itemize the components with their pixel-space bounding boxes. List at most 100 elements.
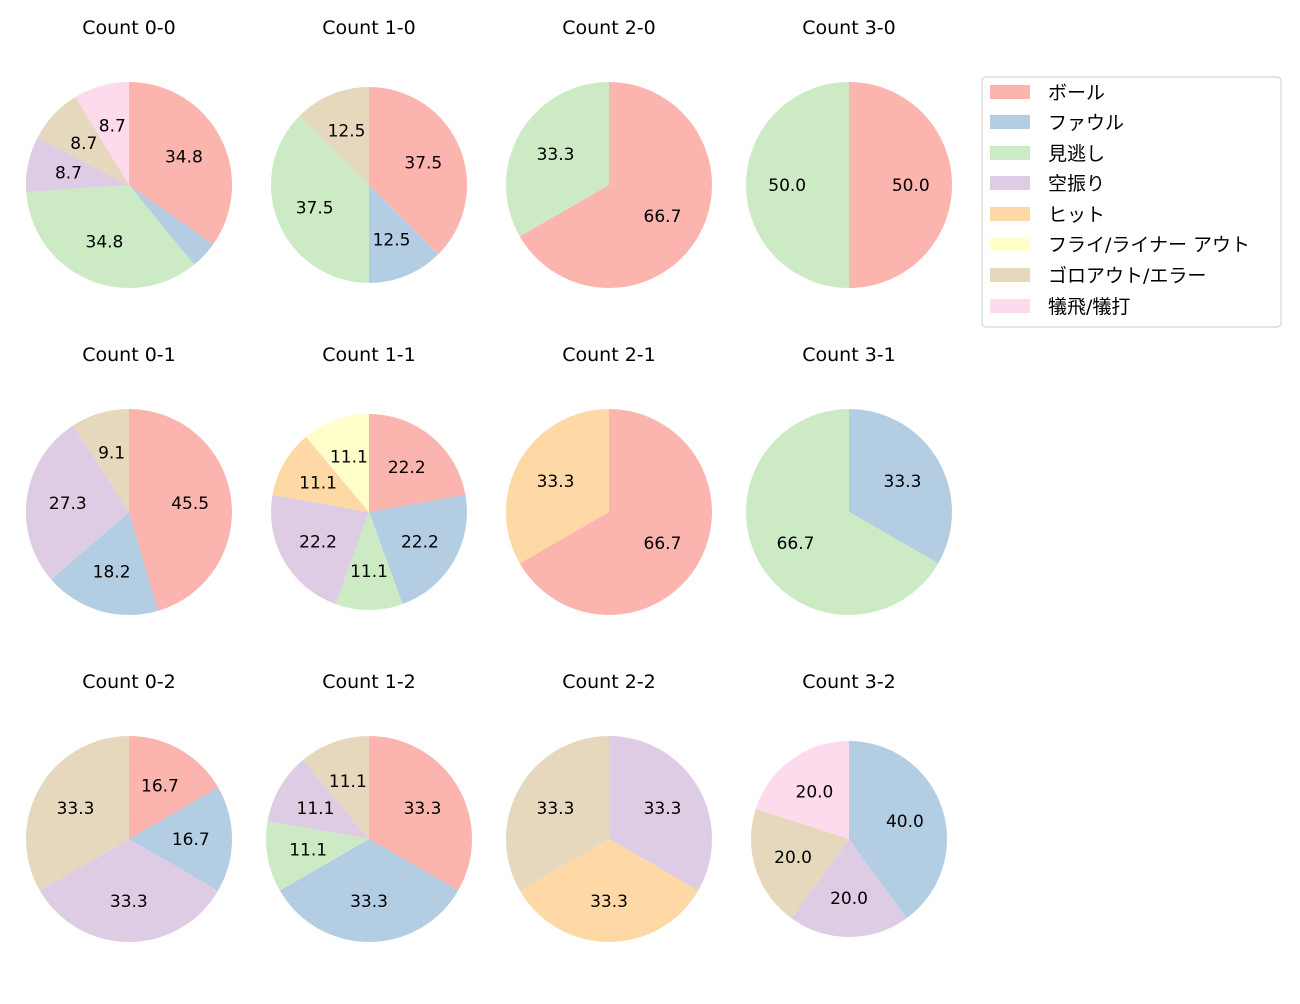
pie-chart: Count 0-2 16.7 16.7 33.3 33.3	[26, 671, 232, 942]
pie-title: Count 0-0	[82, 17, 176, 39]
pie-title: Count 0-2	[82, 671, 176, 693]
pie-chart: Count 2-2 33.3 33.3 33.3	[506, 671, 712, 942]
pie-slice	[369, 736, 472, 891]
legend-label: ゴロアウト/エラー	[1048, 265, 1206, 287]
slice-label: 12.5	[373, 230, 411, 250]
pie-slice	[746, 82, 849, 288]
pie-title: Count 2-0	[562, 17, 656, 39]
legend-item: ゴロアウト/エラー	[990, 265, 1206, 287]
pie-slice	[369, 414, 466, 512]
pie-slice	[51, 512, 159, 615]
pie-chart: Count 1-1 22.2 22.2 11.1 22.2 11.1 11.1	[270, 344, 467, 610]
slice-label: 22.2	[401, 532, 439, 552]
pie-chart: Count 1-2 33.3 33.3 11.1 11.1 11.1	[266, 671, 472, 942]
pie-slice	[129, 787, 232, 891]
pie-slice	[369, 87, 468, 255]
pie-slice	[39, 839, 218, 942]
slice-label: 18.2	[93, 562, 131, 582]
pie-slice	[519, 839, 699, 942]
legend-label: 見逃し	[1048, 143, 1105, 165]
legend-item: ヒット	[990, 204, 1105, 226]
pie-slice	[506, 409, 609, 564]
pie-slice	[745, 409, 939, 616]
pie-slice	[26, 425, 130, 580]
slice-label: 12.5	[328, 122, 366, 142]
slice-label: 45.5	[171, 494, 209, 514]
slice-label: 50.0	[892, 176, 930, 196]
slice-label: 8.7	[70, 134, 97, 154]
pie-slice	[755, 741, 849, 839]
legend-swatch	[990, 299, 1030, 313]
slice-label: 11.1	[297, 799, 335, 819]
slice-label: 11.1	[299, 474, 337, 494]
slice-label: 11.1	[289, 841, 327, 861]
pie-slice	[271, 115, 369, 283]
pie-chart: Count 3-1 33.3 66.7	[745, 344, 953, 616]
pie-slice	[37, 97, 130, 185]
slice-label: 66.7	[777, 534, 815, 554]
pie-title: Count 3-2	[802, 671, 896, 693]
pie-chart: Count 0-1 45.5 18.2 27.3 9.1	[26, 344, 232, 615]
pie-title: Count 1-1	[322, 344, 416, 366]
pie-slice	[849, 82, 952, 288]
pie-chart: Count 3-0 50.0 50.0	[746, 17, 952, 288]
pie-slice	[129, 736, 219, 839]
slice-label: 33.3	[110, 892, 148, 912]
slice-label: 11.1	[350, 562, 388, 582]
slice-label: 40.0	[886, 812, 924, 832]
slice-label: 33.3	[537, 472, 575, 492]
pie-slice	[750, 808, 849, 919]
legend-label: ファウル	[1048, 112, 1124, 134]
pie-slice	[129, 409, 232, 611]
pie-title: Count 1-0	[322, 17, 416, 39]
pie-slice	[302, 736, 369, 839]
slice-label: 34.8	[165, 148, 203, 168]
legend-item: ファウル	[990, 112, 1124, 134]
legend-swatch	[990, 176, 1030, 190]
pie-chart: Count 0-034.834.88.78.78.7	[25, 17, 232, 288]
legend-frame	[981, 76, 1282, 328]
legend-swatch	[990, 237, 1030, 251]
pie-slice	[25, 137, 129, 193]
legend-swatch	[990, 115, 1030, 129]
slice-label: 33.3	[644, 799, 682, 819]
pie-title: Count 2-1	[562, 344, 656, 366]
pie-title: Count 2-2	[562, 671, 656, 693]
pie-slice	[299, 87, 369, 185]
slice-label: 11.1	[329, 772, 367, 792]
pie-slice	[129, 185, 214, 265]
slice-label: 33.3	[537, 145, 575, 165]
pie-title: Count 0-1	[82, 344, 176, 366]
legend-swatch	[990, 207, 1030, 221]
pie-slice	[791, 839, 907, 938]
pie-slice	[369, 185, 439, 283]
pie-slice	[306, 414, 369, 512]
slice-label: 8.7	[55, 163, 82, 183]
pie-slice	[519, 409, 712, 615]
slice-label: 37.5	[404, 153, 442, 173]
slice-label: 66.7	[644, 534, 682, 554]
pie-slice	[335, 512, 403, 610]
slice-label: 16.7	[141, 777, 179, 797]
pie-chart: Count 1-0 37.5 12.5 37.5 12.5	[271, 17, 468, 283]
slice-label: 33.3	[404, 799, 442, 819]
pie-slice	[849, 409, 953, 564]
slice-label: 8.7	[99, 116, 126, 136]
slice-label: 33.3	[350, 892, 388, 912]
pie-title: Count 1-2	[322, 671, 416, 693]
slice-label: 20.0	[796, 782, 834, 802]
legend-swatch	[990, 146, 1030, 160]
legend-item: ボール	[990, 82, 1105, 104]
pie-slice	[26, 185, 195, 288]
slice-label: 9.1	[98, 444, 125, 464]
legend-label: 犠飛/犠打	[1048, 296, 1130, 318]
slice-label: 37.5	[296, 199, 334, 219]
slice-label: 27.3	[49, 494, 87, 514]
pie-title: Count 3-0	[802, 17, 896, 39]
pie-slice	[506, 736, 609, 891]
slice-label: 11.1	[330, 448, 368, 468]
pie-slice	[75, 82, 129, 185]
